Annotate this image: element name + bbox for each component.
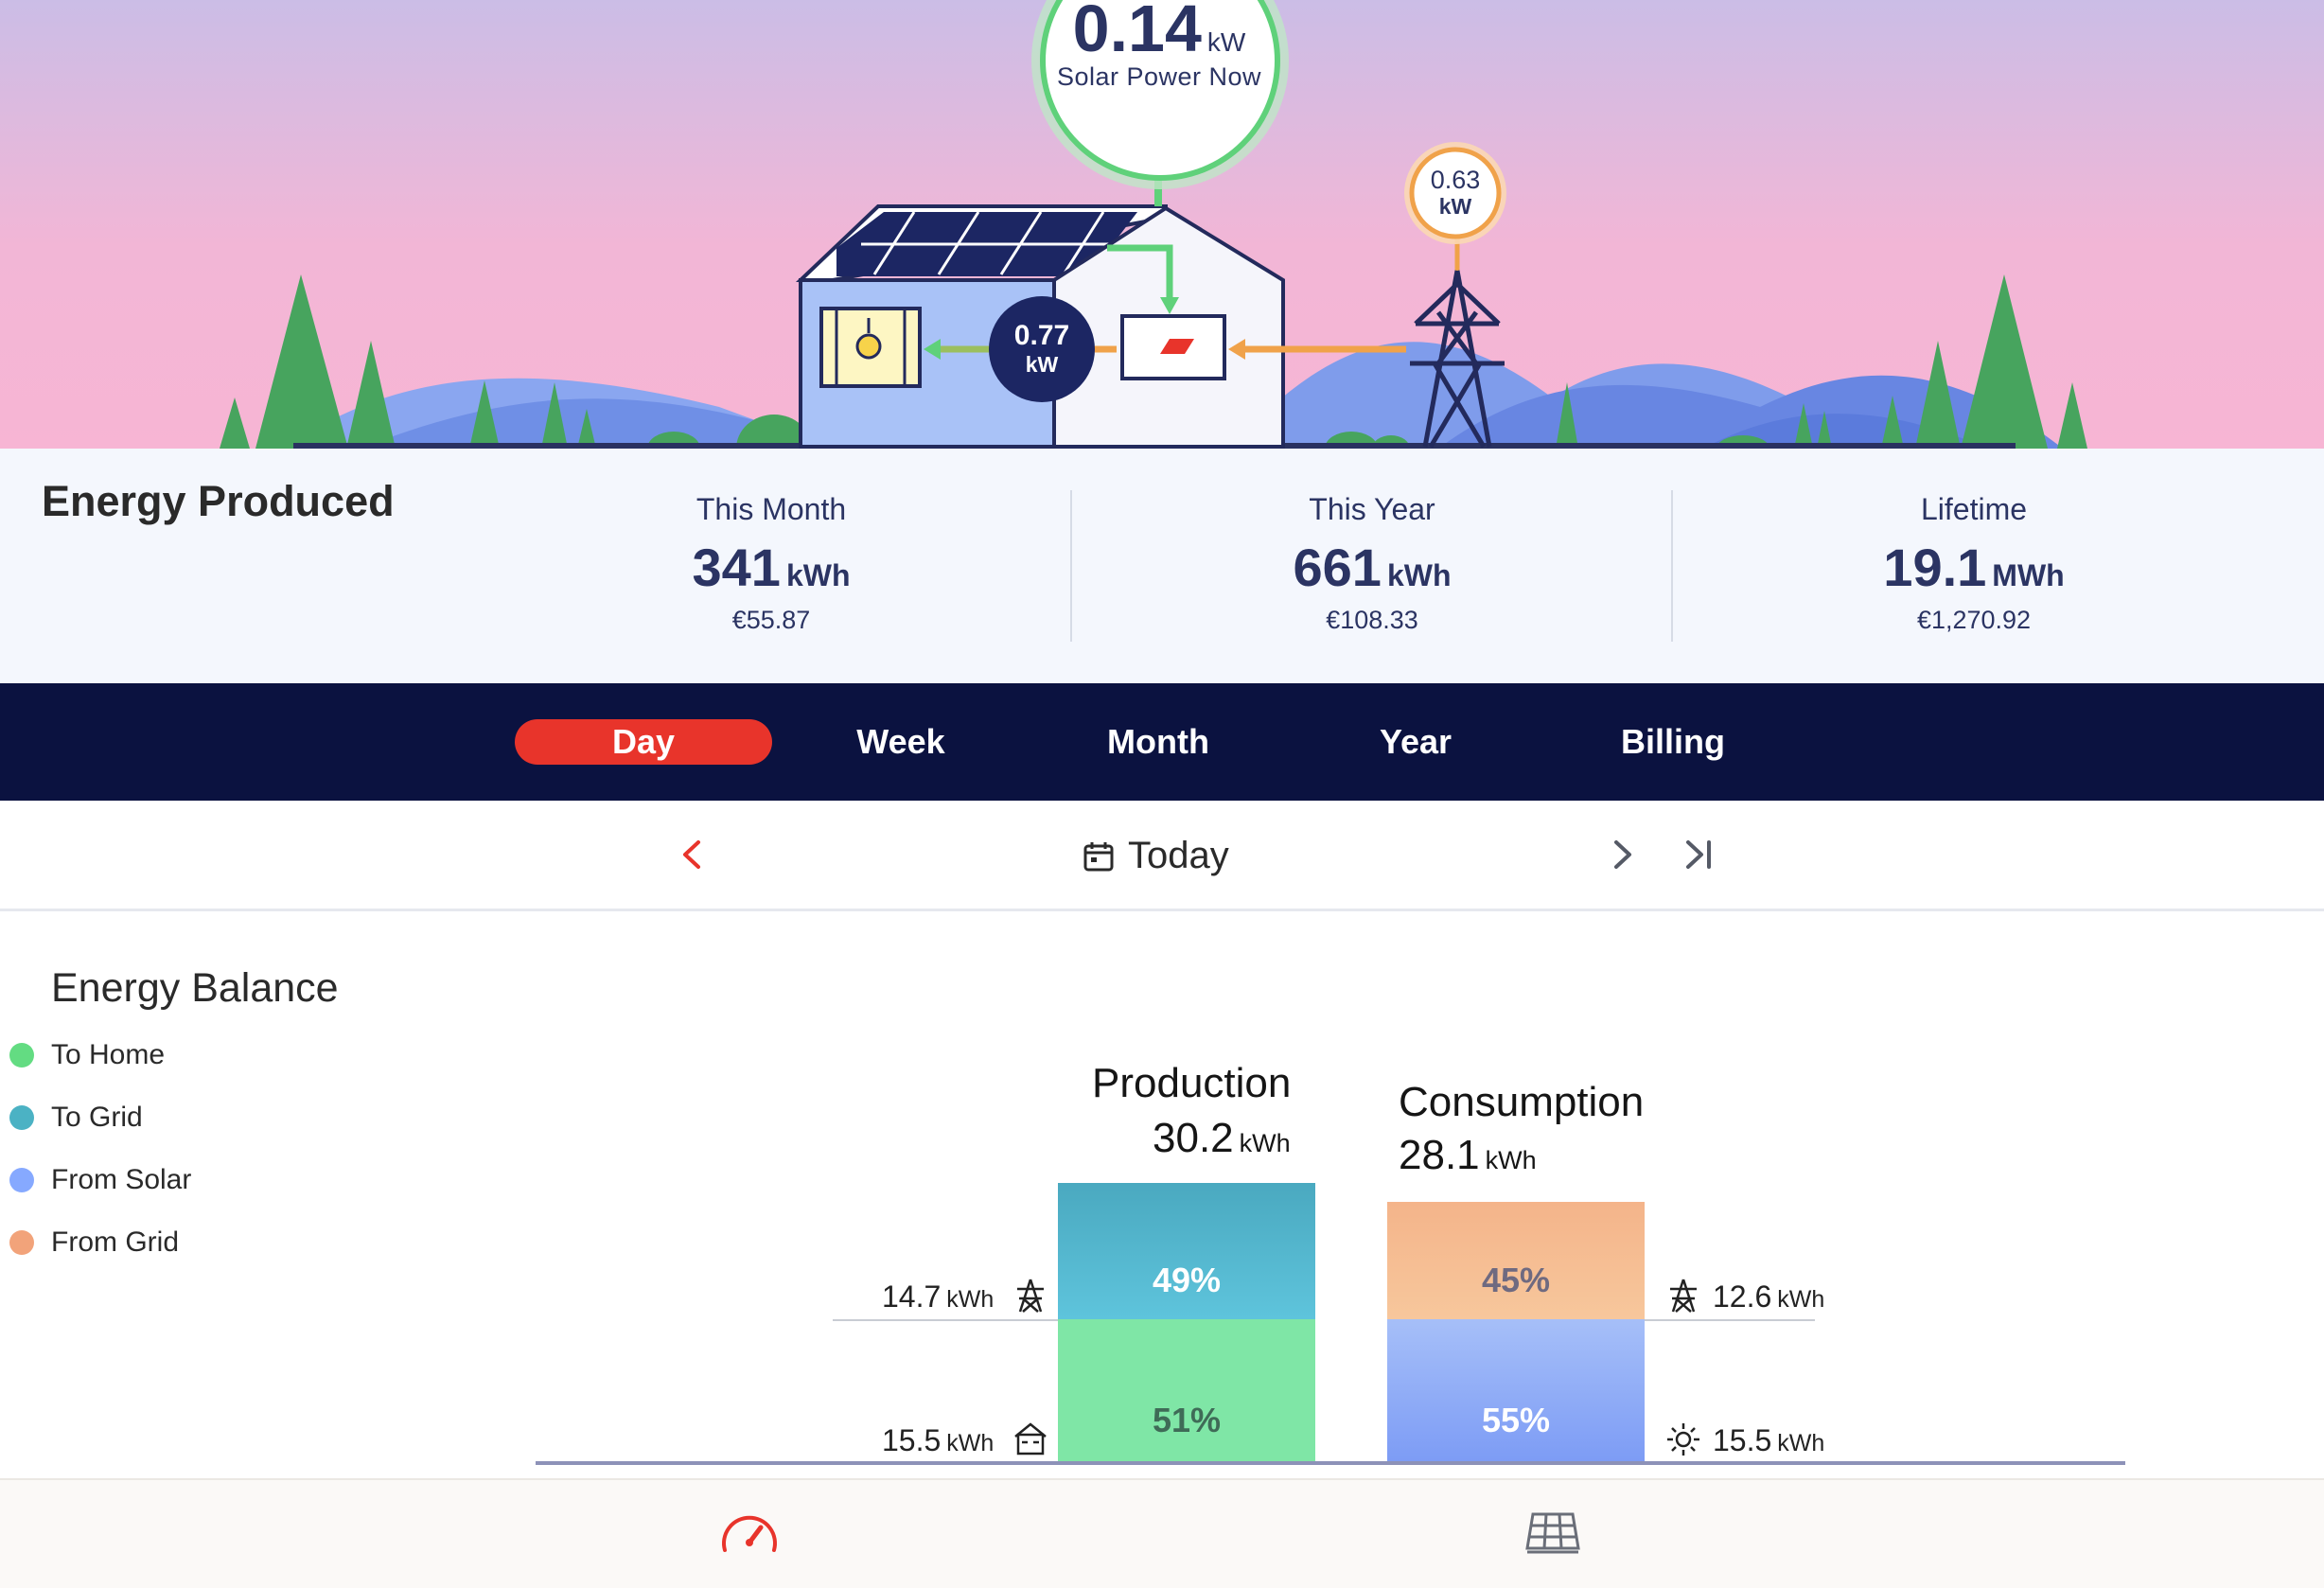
date-navigator: Today — [0, 801, 2324, 911]
consumption-total-value: 28.1 — [1399, 1132, 1480, 1178]
segment-percent: 49% — [1152, 1261, 1222, 1299]
value-number: 15.5 — [1713, 1423, 1772, 1457]
solar-panel-icon[interactable] — [1523, 1510, 1582, 1556]
energy-balance-title: Energy Balance — [51, 965, 339, 1011]
legend-label: To Grid — [51, 1102, 143, 1133]
stat-label: This Year — [1309, 492, 1435, 526]
solar-power-label: Solar Power Now — [1056, 62, 1262, 91]
value-number: 14.7 — [882, 1279, 942, 1314]
home-power-value: 0.77 — [1013, 320, 1070, 351]
stat-money: €55.87 — [731, 606, 811, 634]
grid-power-readout: 0.63 kW — [1408, 167, 1503, 220]
legend-label: From Solar — [51, 1164, 192, 1195]
stat-lifetime: Lifetime 19.1 MWh €1,270.92 — [1785, 492, 2163, 635]
consumption-total: 28.1 kWh — [1399, 1132, 1537, 1179]
stat-divider — [1070, 490, 1072, 642]
period-tabs: Day Week Month Year Billing — [0, 683, 2324, 801]
bottom-navigation — [0, 1478, 2324, 1588]
stat-unit: kWh — [785, 558, 851, 592]
production-to-grid-value: 14.7 kWh — [882, 1279, 994, 1315]
production-total: 30.2 kWh — [1153, 1115, 1291, 1162]
tab-billing[interactable]: Billing — [1621, 722, 1725, 761]
solar-power-unit: kW — [1206, 27, 1246, 57]
legend-dot — [9, 1168, 34, 1192]
energy-flow-illustration — [0, 0, 2324, 449]
consumption-total-unit: kWh — [1485, 1146, 1537, 1174]
consumption-title: Consumption — [1399, 1079, 1645, 1125]
tab-year[interactable]: Year — [1379, 722, 1452, 761]
power-tower-icon — [1017, 1279, 1044, 1313]
sun-icon — [1667, 1423, 1699, 1456]
segment-percent: 55% — [1481, 1401, 1551, 1439]
legend-dot — [9, 1105, 34, 1130]
value-number: 15.5 — [882, 1423, 942, 1457]
segment-percent: 45% — [1481, 1261, 1551, 1299]
legend-label: From Grid — [51, 1226, 179, 1258]
consumption-from-solar-value: 15.5 kWh — [1713, 1423, 1824, 1458]
home-power-readout: 0.77 kW — [990, 322, 1094, 379]
chevron-left-icon[interactable] — [678, 838, 706, 871]
stat-value: 341 — [692, 538, 781, 597]
stat-label: This Month — [695, 492, 847, 526]
energy-balance-section: Energy Balance To Home To Grid From Sola… — [0, 910, 2324, 1478]
solar-power-value: 0.14 — [1072, 0, 1202, 65]
guide-line — [1645, 1319, 1815, 1321]
skip-to-end-icon[interactable] — [1682, 838, 1715, 871]
stat-value: 19.1 — [1883, 538, 1987, 597]
consumption-from-solar-segment: 55% — [1387, 1319, 1645, 1461]
solar-power-readout: 0.14 kW Solar Power Now — [1031, 0, 1287, 92]
production-title: Production — [1092, 1060, 1292, 1106]
home-power-unit: kW — [1025, 352, 1059, 377]
stat-value: 661 — [1293, 538, 1382, 597]
energy-produced-panel: Energy Produced This Month 341 kWh €55.87… — [0, 449, 2324, 683]
date-label[interactable]: Today — [1128, 835, 1229, 876]
value-number: 12.6 — [1713, 1279, 1772, 1314]
stat-this-month: This Month 341 kWh €55.87 — [582, 492, 960, 635]
value-unit: kWh — [1777, 1430, 1825, 1456]
production-to-grid-segment: 49% — [1058, 1183, 1315, 1319]
tab-day[interactable]: Day — [515, 719, 772, 765]
power-tower-icon — [1670, 1279, 1697, 1313]
stat-unit: MWh — [1992, 558, 2065, 592]
grid-power-value: 0.63 — [1430, 166, 1481, 194]
legend-dot — [9, 1043, 34, 1067]
stat-label: Lifetime — [1920, 492, 2028, 526]
production-to-home-segment: 51% — [1058, 1319, 1315, 1461]
chevron-right-icon[interactable] — [1609, 838, 1637, 871]
value-unit: kWh — [1777, 1286, 1825, 1313]
baseline — [536, 1461, 2125, 1465]
production-total-value: 30.2 — [1153, 1115, 1234, 1161]
stat-unit: kWh — [1386, 558, 1452, 592]
energy-produced-title: Energy Produced — [42, 477, 395, 525]
stat-divider — [1671, 490, 1673, 642]
energy-flow-hero: 0.14 kW Solar Power Now 0.63 kW 0.77 kW — [0, 0, 2324, 449]
value-unit: kWh — [946, 1286, 995, 1313]
stat-this-year: This Year 661 kWh €108.33 — [1183, 492, 1561, 635]
calendar-icon — [1083, 842, 1114, 872]
consumption-from-grid-segment: 45% — [1387, 1202, 1645, 1319]
segment-percent: 51% — [1152, 1401, 1222, 1439]
tab-month[interactable]: Month — [1107, 722, 1209, 761]
house-icon — [1014, 1422, 1047, 1456]
consumption-from-grid-value: 12.6 kWh — [1713, 1279, 1824, 1315]
production-to-home-value: 15.5 kWh — [882, 1423, 994, 1458]
stat-money: €108.33 — [1326, 606, 1418, 634]
guide-line — [833, 1319, 1060, 1321]
grid-power-unit: kW — [1438, 194, 1472, 219]
production-total-unit: kWh — [1239, 1129, 1291, 1157]
legend-label: To Home — [51, 1039, 166, 1070]
gauge-icon[interactable] — [719, 1509, 780, 1558]
value-unit: kWh — [946, 1430, 995, 1456]
tab-week[interactable]: Week — [856, 722, 945, 761]
legend-dot — [9, 1230, 34, 1255]
stat-money: €1,270.92 — [1916, 606, 2032, 634]
